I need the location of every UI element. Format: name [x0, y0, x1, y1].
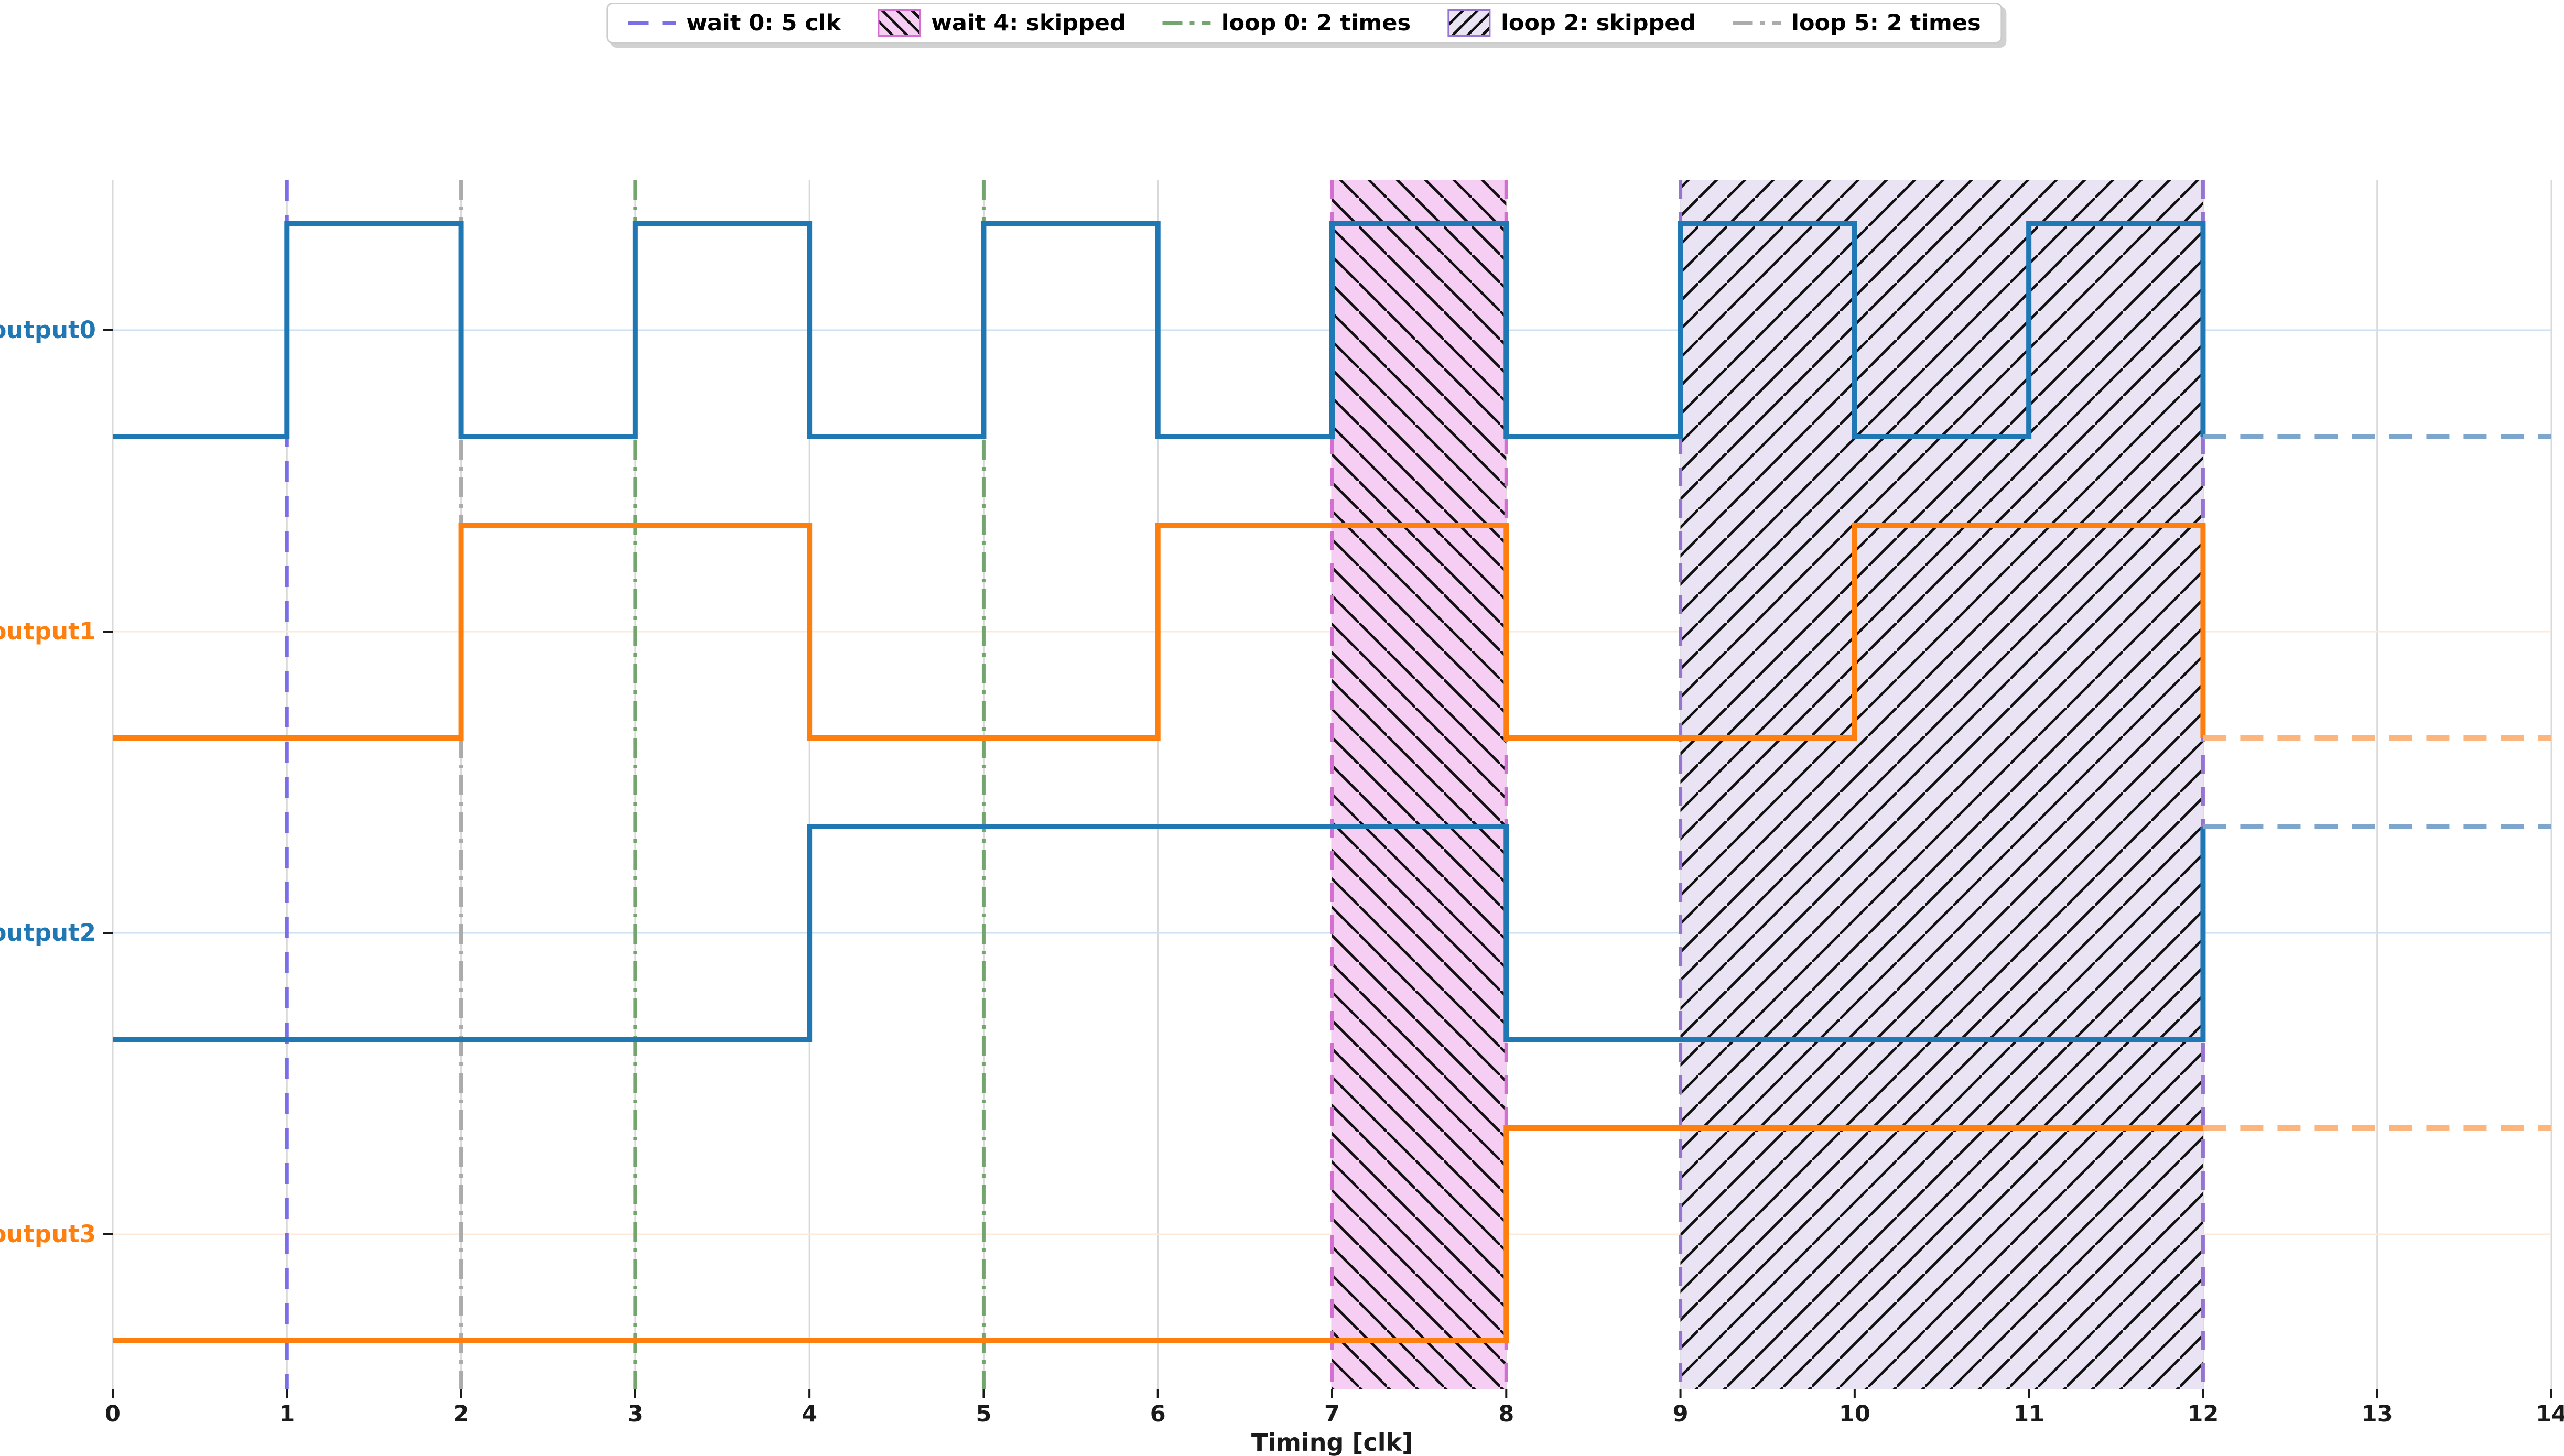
x-tick-label: 12 [2188, 1401, 2219, 1427]
legend-label: loop 5: 2 times [1791, 9, 1981, 36]
waveform-output1 [113, 523, 2206, 741]
x-tick-label: 5 [976, 1401, 991, 1427]
y-tick-label-output0: output0 [0, 316, 96, 344]
x-tick-label: 14 [2536, 1401, 2564, 1427]
legend: wait 0: 5 clk wait 4: skipped loop 0: 2 … [606, 3, 2003, 44]
legend-item-wait0: wait 0: 5 clk [628, 12, 841, 35]
loop-skipped-hatch-key-icon [1447, 9, 1491, 37]
waveform-output2 [113, 824, 2206, 1042]
x-tick-label: 6 [1150, 1401, 1166, 1427]
wait-dashed-line-key-icon [628, 21, 676, 25]
x-tick-label: 0 [105, 1401, 121, 1427]
y-tick-label-output3: output3 [0, 1220, 96, 1248]
x-tick-label: 9 [1673, 1401, 1689, 1427]
y-tick-label-output1: output1 [0, 617, 96, 645]
x-axis-label: Timing [clk] [1251, 1428, 1413, 1456]
x-tick-label: 1 [279, 1401, 295, 1427]
y-tick-label-output2: output2 [0, 919, 96, 947]
legend-label: wait 0: 5 clk [686, 9, 841, 36]
x-tick-label: 8 [1498, 1401, 1514, 1427]
x-tick-label: 3 [628, 1401, 643, 1427]
x-tick-label: 4 [802, 1401, 817, 1427]
x-tick-label: 7 [1324, 1401, 1340, 1427]
wait-skipped-hatch-key-icon [878, 9, 921, 37]
x-tick-label: 2 [453, 1401, 469, 1427]
x-tick-label: 13 [2362, 1401, 2393, 1427]
loop-dashdot-line-key-icon [1162, 21, 1211, 25]
legend-item-loop0: loop 0: 2 times [1162, 9, 1411, 36]
waveform-output0 [113, 221, 2206, 439]
x-tick-label: 10 [1839, 1401, 1870, 1427]
legend-item-wait4: wait 4: skipped [878, 9, 1126, 37]
legend-item-loop2: loop 2: skipped [1447, 9, 1696, 37]
waveform-output3 [113, 1125, 2203, 1343]
skip-region-hatch [1332, 180, 1507, 1389]
legend-label: wait 4: skipped [931, 9, 1126, 36]
x-tick-label: 11 [2013, 1401, 2044, 1427]
skip-region-hatch [1680, 180, 2203, 1389]
loop-dashdot-line-key-icon [1733, 21, 1781, 25]
legend-label: loop 2: skipped [1501, 9, 1696, 36]
legend-item-loop5: loop 5: 2 times [1733, 12, 1981, 35]
legend-label: loop 0: 2 times [1221, 9, 1411, 36]
